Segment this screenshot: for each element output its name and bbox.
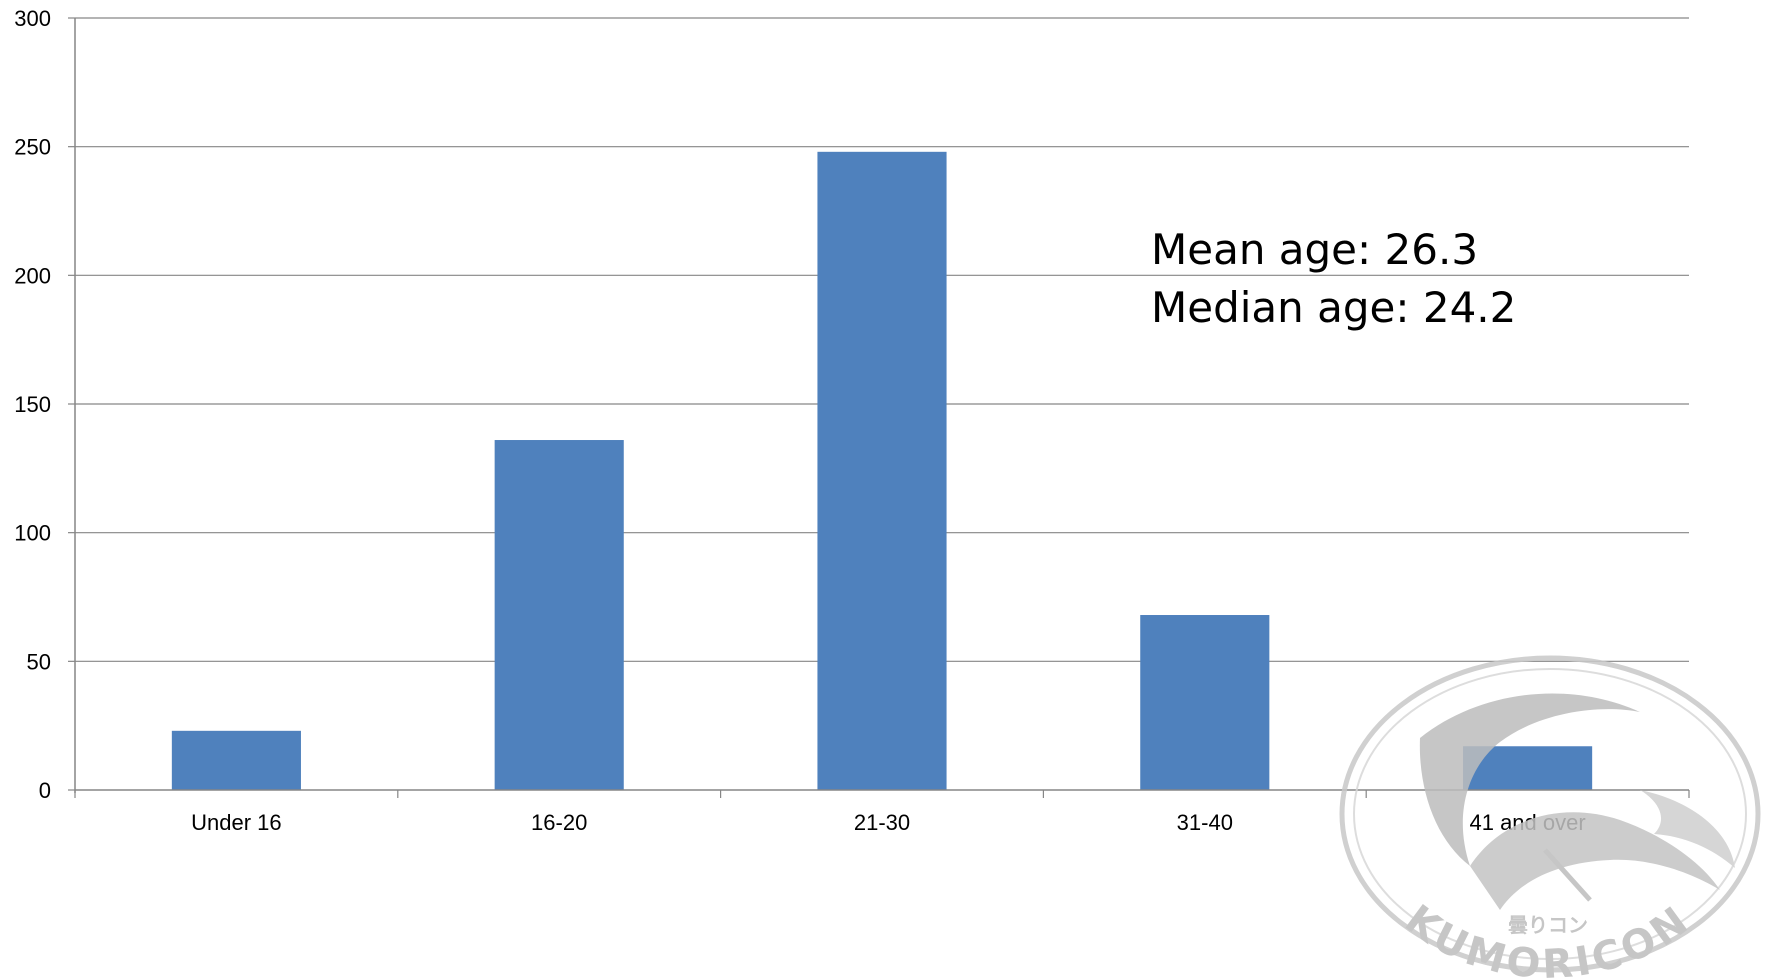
bars [171,151,1593,790]
logo-wing-shape [1470,812,1720,910]
x-tick-label: 21-30 [854,810,910,835]
x-tick-label: Under 16 [191,810,282,835]
logo-staff-shape [1543,848,1592,902]
annotation-median: Median age: 24.2 [1151,283,1516,332]
axes [74,18,1690,798]
logo-brand-path: KUMORICON [1397,896,1696,980]
y-tick-label: 250 [14,135,51,160]
bar-16-20 [494,440,624,790]
x-tick-label: 31-40 [1177,810,1233,835]
annotations: Mean age: 26.3 Median age: 24.2 [1151,225,1516,332]
bar-31-40 [1140,615,1270,790]
logo-brand-text: KUMORICON [1397,896,1700,980]
x-tick-label: 16-20 [531,810,587,835]
y-tick-label: 150 [14,392,51,417]
y-tick-labels: 0 50 100 150 200 250 300 [14,6,51,803]
logo-swirl-shape [1419,693,1640,866]
y-tick-label: 100 [14,521,51,546]
bar-21-30 [817,151,947,790]
kumoricon-logo: 曇りコン KUMORICON [1339,655,1761,980]
y-tick-label: 50 [27,649,51,674]
logo-subtitle: 曇りコン [1508,913,1588,937]
logo-ring-outer [1339,655,1761,973]
y-tick-label: 300 [14,6,51,31]
bar-under-16 [171,730,301,790]
y-tick-label: 200 [14,263,51,288]
logo-ring-inner [1353,668,1747,960]
annotation-mean: Mean age: 26.3 [1151,225,1478,274]
y-tick-label: 0 [39,778,51,803]
logo-flame-shape [1640,790,1735,868]
